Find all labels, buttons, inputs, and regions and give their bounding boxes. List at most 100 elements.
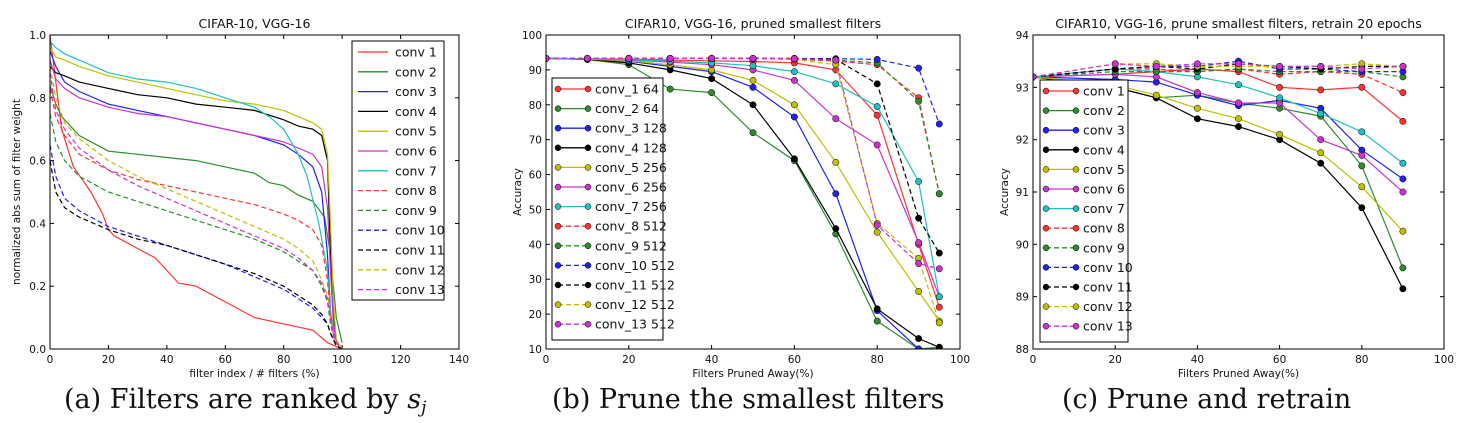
legend-marker [554, 320, 562, 328]
data-point [1276, 83, 1284, 91]
x-tick-label: 20 [1109, 354, 1122, 366]
data-point [1152, 62, 1160, 70]
data-point [915, 287, 923, 295]
caption-b: (b) Prune the smallest filters [552, 384, 944, 415]
chart-a: CIFAR-10, VGG-16 0 20 40 60 80 100 120 140 0.0 0.2… [11, 16, 469, 380]
data-point [832, 80, 840, 88]
series-line-1 [50, 35, 343, 349]
series-line-9 [50, 113, 343, 349]
y-tick-label: 100 [522, 30, 542, 42]
data-point [832, 225, 840, 233]
chart-title: CIFAR10, VGG-16, prune smallest filters,… [1055, 16, 1421, 31]
y-tick-label: 20 [529, 309, 542, 321]
caption-a-sub: j [417, 398, 427, 418]
legend-marker [584, 164, 592, 171]
x-axis-label: Filters Pruned Away(%) [1178, 368, 1299, 380]
data-point [1358, 65, 1366, 73]
legend-marker [1042, 185, 1050, 193]
series-line-7 [50, 40, 343, 349]
data-point [1399, 117, 1407, 125]
legend-marker [1072, 244, 1080, 252]
data-point [666, 85, 674, 93]
x-tick-label: 20 [622, 354, 635, 366]
legend-marker [1072, 166, 1080, 173]
data-point [790, 68, 798, 76]
legend-marker [584, 301, 592, 308]
data-point [1235, 99, 1242, 107]
data-point [1193, 104, 1201, 112]
legend-label: conv_4 128 [595, 140, 667, 155]
legend-marker [554, 124, 562, 132]
data-point [915, 239, 923, 247]
data-point [915, 335, 923, 342]
plot-frame [49, 34, 460, 350]
data-point [915, 260, 923, 267]
data-point [1317, 159, 1325, 167]
legend-label: conv 3 [395, 84, 437, 99]
legend-label: conv 2 [395, 64, 437, 79]
data-point [1276, 94, 1284, 102]
data-point [666, 54, 674, 62]
legend-marker [1042, 126, 1050, 134]
legend-label: conv_6 256 [595, 180, 667, 195]
data-point [935, 293, 943, 301]
legend-label: conv 12 [395, 262, 445, 277]
legend-marker [1072, 283, 1080, 291]
legend-label: conv 13 [1083, 319, 1133, 334]
legend-marker [1042, 224, 1050, 232]
legend-label: conv 7 [395, 163, 437, 178]
y-tick-label: 89 [1016, 292, 1029, 304]
data-point [873, 80, 881, 88]
data-point [1399, 188, 1407, 196]
data-point [1358, 128, 1366, 136]
data-point [1399, 159, 1407, 167]
series-line-9 [1033, 68, 1403, 78]
legend-label: conv_3 128 [595, 121, 667, 136]
y-tick-label: 40 [529, 239, 542, 251]
x-tick-label: 80 [871, 354, 884, 366]
data-point [1152, 91, 1160, 99]
series-line-12 [50, 66, 343, 349]
y-tick-label: 30 [529, 274, 542, 286]
x-tick-label: 0 [543, 354, 550, 366]
series-line-10 [50, 144, 343, 349]
data-point [1399, 62, 1407, 70]
y-tick-label: 92 [1016, 135, 1029, 147]
legend-label: conv 7 [1083, 201, 1125, 216]
series-line-12 [1033, 63, 1403, 78]
data-point [790, 155, 798, 163]
data-point [790, 55, 798, 63]
data-point [915, 214, 923, 222]
series-line-13 [1033, 63, 1403, 78]
legend-label: conv_13 512 [595, 317, 675, 332]
y-tick-label: 93 [1016, 82, 1029, 94]
chart-title: CIFAR10, VGG-16, pruned smallest filters [625, 16, 881, 31]
y-tick-label: 0.6 [29, 156, 46, 168]
y-tick-label: 60 [529, 170, 542, 182]
legend-marker [1072, 87, 1080, 95]
caption-a: (a) Filters are ranked by sj [64, 384, 427, 418]
series-line-13 [50, 72, 343, 349]
data-point [790, 113, 798, 121]
series-line-5 [50, 47, 343, 349]
data-point [583, 54, 591, 62]
data-point [873, 221, 881, 229]
legend-marker [584, 242, 592, 250]
caption-c: (c) Prune and retrain [1062, 384, 1351, 415]
y-tick-label: 91 [1016, 187, 1029, 199]
data-point [1399, 227, 1407, 235]
data-point [1399, 175, 1407, 183]
x-tick-label: 40 [705, 354, 718, 366]
data-point [1111, 60, 1119, 68]
legend-marker [584, 105, 592, 112]
data-point [625, 54, 633, 62]
data-point [708, 89, 716, 97]
legend-marker [1042, 166, 1050, 173]
data-point [832, 56, 840, 64]
legend-label: conv 12 [1083, 299, 1133, 314]
legend-label: conv 5 [395, 124, 437, 139]
legend-label: conv 5 [1083, 162, 1125, 177]
x-tick-label: 60 [1273, 354, 1286, 366]
x-tick-label: 20 [102, 354, 115, 366]
series-line-2 [50, 85, 343, 343]
